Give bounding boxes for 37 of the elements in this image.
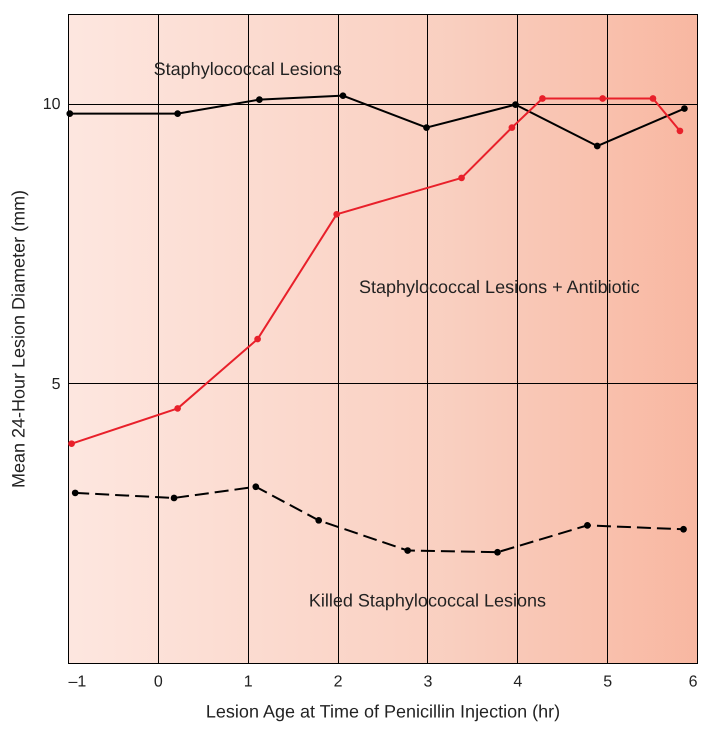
point	[539, 95, 546, 102]
point	[423, 124, 430, 131]
x-tick-label: 6	[688, 674, 698, 690]
point	[512, 101, 519, 108]
x-tick-label: 3	[423, 674, 432, 690]
x-tick-label: 2	[334, 674, 343, 690]
point	[508, 124, 516, 131]
x-tick-label: 0	[154, 674, 163, 690]
point	[584, 522, 591, 529]
point	[594, 142, 601, 150]
x-axis-title: Lesion Age at Time of Penicillin Injection (hr)	[206, 702, 560, 722]
point	[256, 96, 263, 103]
point	[174, 405, 181, 412]
point	[170, 494, 178, 502]
y-axis-title: Mean 24-Hour Lesion Diameter (mm)	[8, 190, 29, 488]
point	[458, 174, 465, 182]
point	[254, 336, 261, 342]
point	[315, 516, 322, 524]
x-tick-label: 5	[603, 674, 612, 690]
x-tick-label: 4	[513, 674, 522, 690]
point	[252, 483, 260, 490]
point	[599, 95, 606, 102]
point	[404, 547, 412, 554]
point	[68, 440, 75, 448]
point	[72, 490, 79, 496]
point	[680, 526, 687, 533]
point	[650, 95, 656, 102]
point	[174, 110, 181, 117]
point	[494, 548, 501, 556]
point	[681, 105, 688, 112]
point	[340, 92, 346, 100]
x-tick-label: –1	[68, 674, 86, 690]
y-tick-label: 10	[42, 96, 61, 114]
x-tick-label: 1	[244, 674, 253, 690]
point	[66, 110, 74, 117]
point	[676, 128, 684, 134]
point	[333, 210, 340, 218]
